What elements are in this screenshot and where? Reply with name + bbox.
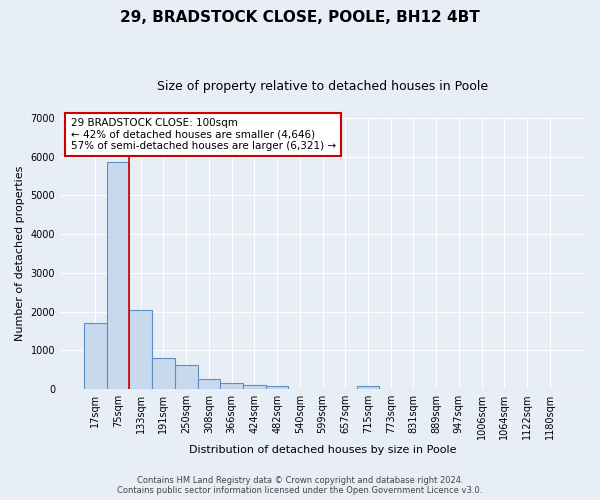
Bar <box>107 162 130 389</box>
Title: Size of property relative to detached houses in Poole: Size of property relative to detached ho… <box>157 80 488 93</box>
X-axis label: Distribution of detached houses by size in Poole: Distribution of detached houses by size … <box>189 445 456 455</box>
Text: 29, BRADSTOCK CLOSE, POOLE, BH12 4BT: 29, BRADSTOCK CLOSE, POOLE, BH12 4BT <box>120 10 480 25</box>
Bar <box>152 358 175 389</box>
Bar <box>175 365 197 389</box>
Bar <box>243 384 266 389</box>
Bar <box>266 386 289 389</box>
Bar <box>220 383 243 389</box>
Bar <box>197 378 220 389</box>
Bar <box>356 386 379 389</box>
Text: Contains HM Land Registry data © Crown copyright and database right 2024.
Contai: Contains HM Land Registry data © Crown c… <box>118 476 482 495</box>
Text: 29 BRADSTOCK CLOSE: 100sqm
← 42% of detached houses are smaller (4,646)
57% of s: 29 BRADSTOCK CLOSE: 100sqm ← 42% of deta… <box>71 118 335 151</box>
Y-axis label: Number of detached properties: Number of detached properties <box>15 166 25 341</box>
Bar <box>84 323 107 389</box>
Bar <box>130 310 152 389</box>
